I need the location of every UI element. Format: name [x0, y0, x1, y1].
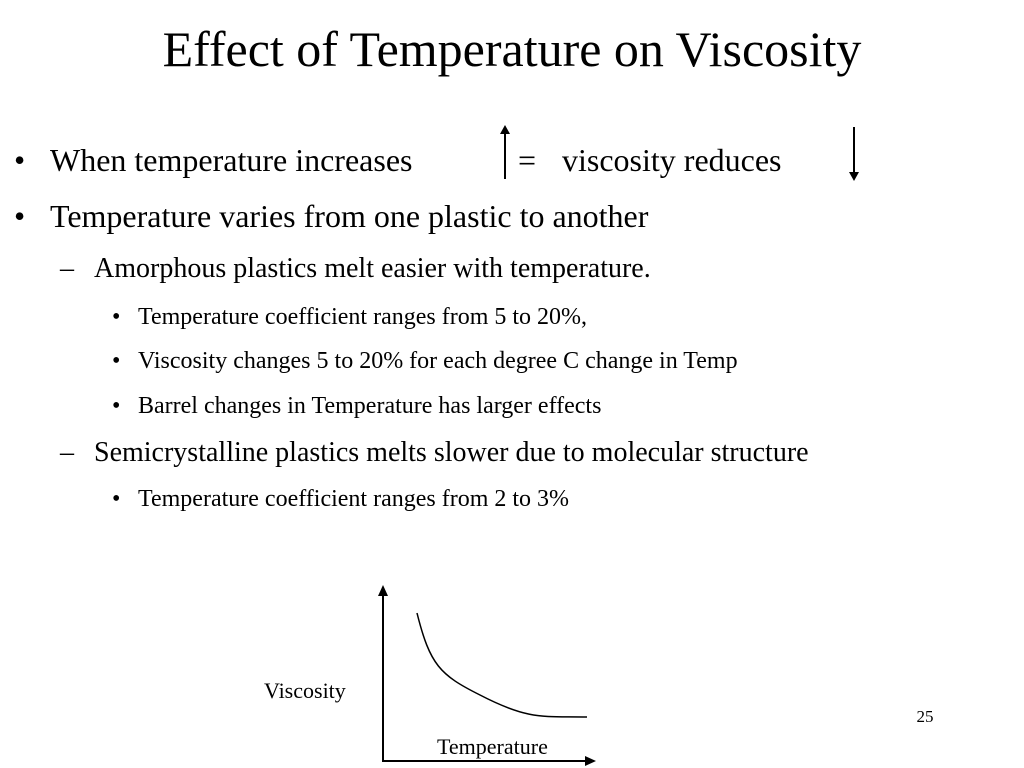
bullet-text-part2: viscosity reduces — [562, 142, 782, 178]
bullet-text-part1: When temperature increases — [50, 142, 413, 178]
viscosity-curve — [416, 612, 588, 718]
bullet-marker: • — [14, 142, 26, 178]
x-axis — [382, 756, 596, 766]
bullet-marker: • — [112, 348, 121, 374]
subsubbullet-text: Barrel changes in Temperature has larger… — [138, 393, 602, 419]
y-axis-label: Viscosity — [264, 678, 346, 703]
subbullet-text: Amorphous plastics melt easier with temp… — [94, 253, 651, 284]
bullet-text: Temperature varies from one plastic to a… — [50, 198, 649, 234]
down-arrow-icon — [849, 127, 859, 181]
bullet-equals-sign: = — [518, 142, 537, 178]
page-number: 25 — [916, 707, 934, 726]
subsubbullet-text: Viscosity changes 5 to 20% for each degr… — [138, 348, 738, 374]
up-arrow-icon — [500, 125, 510, 179]
viscosity-temperature-graph — [378, 585, 596, 766]
bullet-marker: • — [112, 486, 121, 512]
slide-title: Effect of Temperature on Viscosity — [162, 21, 862, 77]
y-axis — [378, 585, 388, 761]
x-axis-label: Temperature — [437, 734, 548, 759]
bullet-marker: • — [112, 393, 121, 419]
subsubbullet-text: Temperature coefficient ranges from 2 to… — [138, 486, 570, 512]
bullet-marker: • — [112, 304, 121, 330]
dash-marker: – — [60, 437, 74, 468]
subbullet-text: Semicrystalline plastics melts slower du… — [94, 437, 809, 468]
subsubbullet-text: Temperature coefficient ranges from 5 to… — [138, 304, 588, 330]
dash-marker: – — [60, 253, 74, 284]
bullet-marker: • — [14, 198, 26, 234]
